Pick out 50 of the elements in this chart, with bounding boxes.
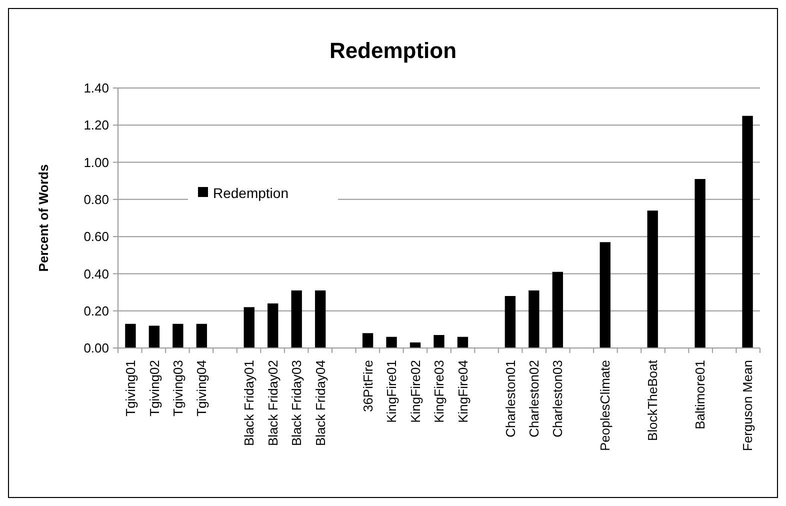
x-tick-label: Baltimore01 [692,360,708,430]
x-tick-label: Charleston02 [526,360,542,438]
x-tick-label: Black Friday01 [242,360,257,446]
bar [172,324,184,348]
bar [314,290,326,348]
bar [268,303,278,348]
x-tick-label: Tgiving04 [194,360,210,416]
bar [291,290,302,348]
bar [244,307,254,348]
x-tick-label: Tgiving03 [170,360,186,416]
bar [647,210,658,348]
y-tick-label: 1.20 [84,118,109,133]
bar [386,336,397,348]
bar [552,272,564,348]
bar [742,116,753,348]
x-tick-label: KingFire02 [408,360,423,423]
x-tick-label: PeoplesClimate [598,360,613,452]
x-tick-label: Charleston01 [502,360,518,438]
y-tick-label: 1.00 [84,154,109,170]
x-tick-label: KingFire01 [384,360,400,423]
y-axis-title: Percent of Words [36,164,51,272]
x-tick-label: Black Friday04 [312,360,328,446]
x-tick-label: 36PitFire [360,360,376,412]
bar [528,290,540,348]
y-tick-label: 0.40 [84,266,109,282]
x-tick-label: Tgiving01 [123,360,138,416]
bar [362,333,374,348]
y-tick-label: 0.20 [84,303,109,318]
bar [148,326,160,348]
bar [434,335,444,348]
x-tick-label: Charleston03 [550,360,566,438]
bar [457,336,468,348]
bar [504,296,516,348]
x-tick-label: Ferguson Mean [740,360,756,452]
bar [694,179,706,348]
bar [125,324,136,348]
x-tick-label: Black Friday03 [289,360,304,446]
bar [196,324,207,348]
x-tick-label: Tgiving02 [146,360,162,416]
x-tick-label: Black Friday02 [265,360,280,446]
x-tick-label: BlockTheBoat [645,360,660,441]
y-tick-label: 0.00 [84,340,109,356]
chart-title: Redemption [329,38,457,63]
x-tick-label: KingFire03 [432,360,447,423]
legend-label: Redemption [213,184,288,201]
y-tick-label: 0.60 [84,229,109,244]
y-tick-label: 0.80 [84,192,109,207]
x-tick-label: KingFire04 [455,360,470,423]
bar [600,242,610,348]
y-tick-label: 1.40 [84,80,109,96]
